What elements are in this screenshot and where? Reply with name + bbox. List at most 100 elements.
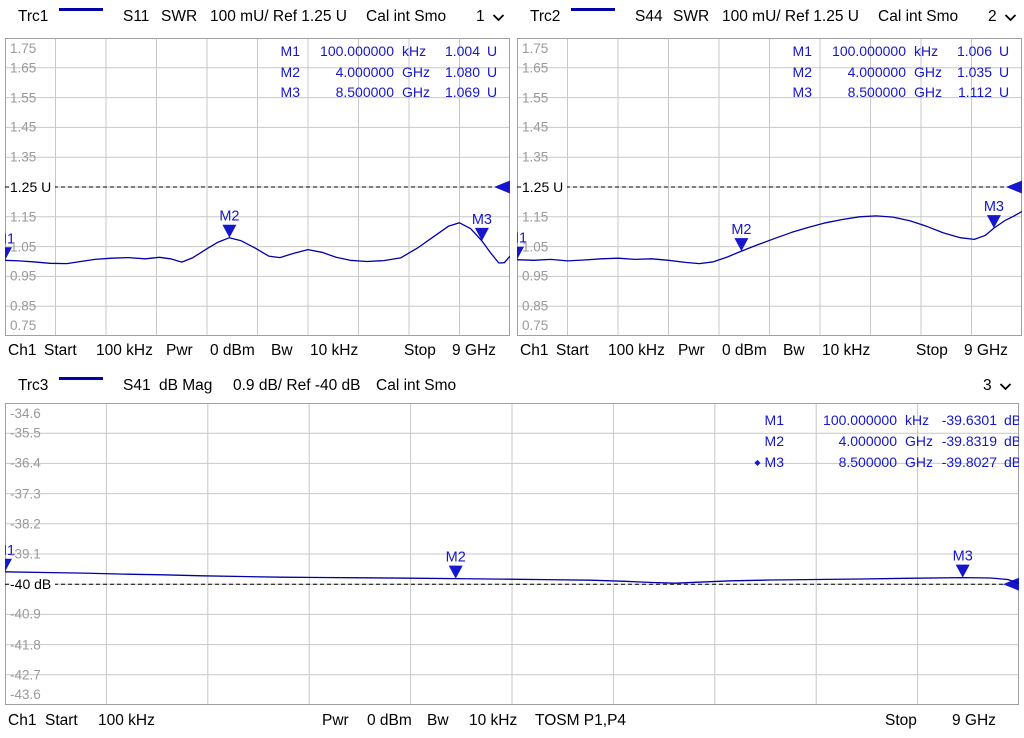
channel-selector[interactable]: 3: [983, 377, 1012, 395]
marker-M2-symbol[interactable]: [448, 565, 463, 579]
bandwidth-label[interactable]: Bw: [271, 342, 293, 359]
bandwidth-label[interactable]: Bw: [427, 712, 449, 729]
stop-value[interactable]: 9 GHz: [952, 712, 996, 729]
start-label[interactable]: Start: [556, 342, 589, 359]
plot-canvas: M1 M2 M3: [517, 38, 1022, 336]
power-value[interactable]: 0 dBm: [367, 712, 412, 729]
y-axis-label: 0.85: [10, 298, 37, 314]
scale-reference[interactable]: 100 mU/ Ref 1.25 U: [722, 8, 859, 25]
marker-frequency-unit: GHz: [402, 84, 430, 100]
s-parameter[interactable]: S44: [635, 8, 663, 25]
start-value[interactable]: 100 kHz: [98, 712, 155, 729]
scale-reference[interactable]: 0.9 dB/ Ref -40 dB: [233, 377, 361, 394]
bandwidth-value[interactable]: 10 kHz: [469, 712, 518, 729]
trace-name[interactable]: Trc1: [18, 8, 49, 25]
trace-name[interactable]: Trc2: [530, 8, 561, 25]
stop-label[interactable]: Stop: [404, 342, 436, 359]
trace-header: Trc1 S11 SWR 100 mU/ Ref 1.25 U Cal int …: [0, 0, 512, 34]
bandwidth-value[interactable]: 10 kHz: [822, 342, 871, 359]
power-label[interactable]: Pwr: [166, 342, 193, 359]
cal-status[interactable]: Cal int Smo: [366, 8, 447, 25]
marker-table: M1 100.000000 kHz 1.004 U M2 4.000000 GHz 1.080 U…: [264, 41, 502, 103]
trace-format[interactable]: SWR: [673, 8, 710, 25]
reference-arrow-icon[interactable]: [1006, 180, 1022, 194]
chevron-down-icon: [492, 13, 504, 21]
trace-curve: [5, 222, 510, 265]
marker-M1-symbol[interactable]: [5, 247, 12, 261]
marker-value: -39.8319: [941, 433, 997, 449]
channel-label[interactable]: Ch1: [8, 712, 37, 729]
channel-selector[interactable]: 1: [476, 8, 505, 26]
reference-arrow-icon[interactable]: [494, 180, 510, 194]
marker-frequency: 100.000000: [832, 43, 906, 59]
trace-format[interactable]: dB Mag: [159, 377, 213, 394]
y-axis-label: 1.55: [10, 90, 37, 106]
marker-M2-flag-label: M2: [446, 550, 466, 566]
power-value[interactable]: 0 dBm: [722, 342, 767, 359]
bandwidth-value[interactable]: 10 kHz: [310, 342, 359, 359]
power-value[interactable]: 0 dBm: [210, 342, 255, 359]
marker-frequency-unit: kHz: [905, 412, 930, 428]
y-axis-label: 1.05: [522, 239, 549, 255]
bandwidth-label[interactable]: Bw: [783, 342, 805, 359]
cal-kit-label[interactable]: TOSM P1,P4: [535, 712, 627, 729]
channel-label[interactable]: Ch1: [520, 342, 549, 359]
marker-value-unit: U: [487, 43, 498, 59]
marker-M3-symbol[interactable]: [955, 564, 970, 578]
start-label[interactable]: Start: [44, 342, 77, 359]
power-label[interactable]: Pwr: [322, 712, 349, 729]
start-label[interactable]: Start: [45, 712, 78, 729]
marker-value-unit: dB: [1004, 412, 1019, 428]
marker-value: 1.080: [444, 63, 480, 80]
scale-reference[interactable]: 100 mU/ Ref 1.25 U: [210, 8, 347, 25]
stop-value[interactable]: 9 GHz: [964, 342, 1008, 359]
channel-footer: Ch1 Start 100 kHz Pwr 0 dBm Bw 10 kHz St…: [0, 340, 512, 368]
marker-M3-flag-label: M3: [472, 212, 492, 228]
ref-level-label: -40 dB: [10, 576, 56, 593]
marker-M2-symbol[interactable]: [222, 224, 237, 238]
trace-panel-1: Trc1 S11 SWR 100 mU/ Ref 1.25 U Cal int …: [0, 0, 512, 369]
trace-format[interactable]: SWR: [161, 8, 198, 25]
marker-value: 1.069: [444, 84, 480, 100]
s-parameter[interactable]: S41: [123, 377, 151, 394]
channel-number: 1: [476, 8, 485, 25]
marker-value: -39.8027: [941, 454, 997, 470]
marker-M1-symbol[interactable]: [5, 558, 12, 572]
marker-M3-symbol[interactable]: [986, 215, 1001, 229]
channel-selector[interactable]: 2: [988, 8, 1017, 26]
start-value[interactable]: 100 kHz: [608, 342, 665, 359]
marker-M2-symbol[interactable]: [734, 238, 749, 252]
marker-value-unit: U: [999, 84, 1010, 100]
trace-color-sample: [59, 377, 103, 380]
marker-name: M1: [280, 43, 300, 59]
cal-status[interactable]: Cal int Smo: [376, 377, 457, 394]
y-axis-label: 1.05: [10, 239, 37, 255]
y-axis-label: 0.95: [10, 268, 37, 284]
trace-color-sample: [571, 8, 615, 11]
channel-label[interactable]: Ch1: [8, 342, 37, 359]
stop-label[interactable]: Stop: [916, 342, 948, 359]
power-label[interactable]: Pwr: [678, 342, 705, 359]
stop-label[interactable]: Stop: [885, 712, 917, 729]
channel-number: 2: [988, 8, 997, 25]
marker-M1-flag-label: M1: [5, 543, 15, 559]
plot-canvas: M1 M2 M3: [5, 403, 1019, 705]
trace-header: Trc2 S44 SWR 100 mU/ Ref 1.25 U Cal int …: [512, 0, 1024, 34]
marker-frequency-unit: GHz: [402, 63, 430, 80]
channel-footer: Ch1 Start 100 kHz Pwr 0 dBm Bw 10 kHz TO…: [0, 710, 1024, 738]
marker-value-unit: dB: [1004, 454, 1019, 470]
trace-color-sample: [59, 8, 103, 11]
channel-footer: Ch1 Start 100 kHz Pwr 0 dBm Bw 10 kHz St…: [512, 340, 1024, 368]
marker-name: M3: [280, 84, 300, 100]
marker-M3-symbol[interactable]: [474, 227, 489, 241]
y-axis-label: 1.45: [10, 119, 37, 135]
plot-border: [5, 403, 1019, 705]
start-value[interactable]: 100 kHz: [96, 342, 153, 359]
reference-arrow-icon[interactable]: [1003, 577, 1019, 591]
stop-value[interactable]: 9 GHz: [452, 342, 496, 359]
y-axis-label: -40.9: [10, 606, 41, 622]
marker-table: M1 100.000000 kHz 1.006 U M2 4.000000 GHz 1.035 U…: [776, 41, 1014, 103]
cal-status[interactable]: Cal int Smo: [878, 8, 959, 25]
trace-name[interactable]: Trc3: [18, 377, 49, 394]
s-parameter[interactable]: S11: [123, 8, 150, 25]
